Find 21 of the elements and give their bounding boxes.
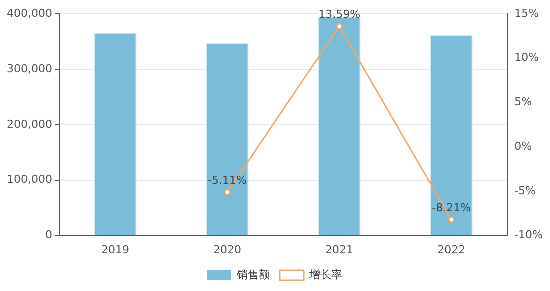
y-tick-label: 300,000 bbox=[6, 62, 52, 76]
y2-tick-label: -10% bbox=[514, 228, 544, 242]
y2-tick-label: 10% bbox=[514, 51, 540, 64]
y2-tick-label: 5% bbox=[514, 96, 532, 109]
y-tick-label: 400,000 bbox=[6, 6, 52, 20]
y2-tick-label: 0% bbox=[514, 140, 532, 153]
x-tick-label: 2019 bbox=[102, 243, 130, 256]
x-tick-label: 2020 bbox=[214, 243, 242, 256]
y-tick-label: 200,000 bbox=[6, 118, 52, 131]
y2-tick-label: -5% bbox=[514, 184, 536, 198]
legend-label: 销售额 bbox=[236, 268, 270, 282]
y-tick-label: 0 bbox=[45, 228, 52, 242]
legend-label: 增长率 bbox=[308, 268, 342, 282]
data-label: 13.59% bbox=[318, 8, 361, 21]
point bbox=[448, 216, 455, 224]
x-tick-label: 2022 bbox=[438, 243, 466, 256]
point bbox=[336, 23, 343, 30]
x-tick-label: 2021 bbox=[326, 243, 354, 256]
y2-tick-label: 15% bbox=[514, 6, 540, 20]
y-tick-label: 100,000 bbox=[6, 173, 52, 186]
point bbox=[224, 189, 231, 196]
